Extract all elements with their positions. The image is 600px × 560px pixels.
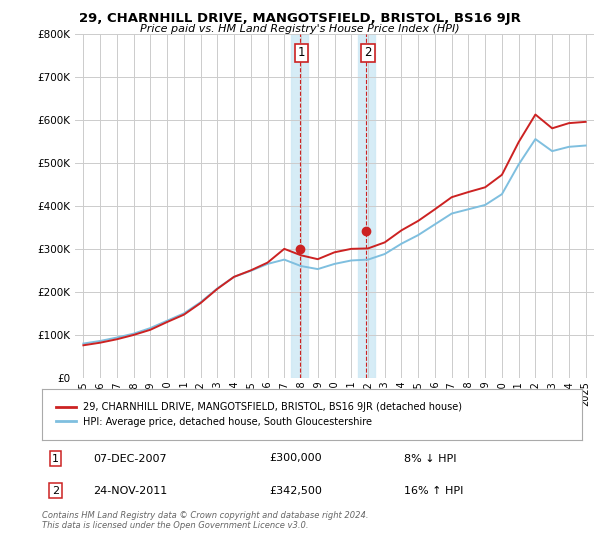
Text: 29, CHARNHILL DRIVE, MANGOTSFIELD, BRISTOL, BS16 9JR: 29, CHARNHILL DRIVE, MANGOTSFIELD, BRIST…: [79, 12, 521, 25]
Text: 24-NOV-2011: 24-NOV-2011: [94, 486, 167, 496]
Text: £300,000: £300,000: [269, 454, 322, 464]
Bar: [358, 34, 374, 378]
Text: 1: 1: [298, 46, 305, 59]
Bar: [291, 34, 308, 378]
Text: 2: 2: [52, 486, 59, 496]
Text: Price paid vs. HM Land Registry's House Price Index (HPI): Price paid vs. HM Land Registry's House …: [140, 24, 460, 34]
Text: 07-DEC-2007: 07-DEC-2007: [94, 454, 167, 464]
Text: 2: 2: [364, 46, 372, 59]
Text: 1: 1: [52, 454, 59, 464]
Text: 16% ↑ HPI: 16% ↑ HPI: [404, 486, 463, 496]
Text: £342,500: £342,500: [269, 486, 322, 496]
Text: Contains HM Land Registry data © Crown copyright and database right 2024.
This d: Contains HM Land Registry data © Crown c…: [42, 511, 368, 530]
Legend: 29, CHARNHILL DRIVE, MANGOTSFIELD, BRISTOL, BS16 9JR (detached house), HPI: Aver: 29, CHARNHILL DRIVE, MANGOTSFIELD, BRIST…: [52, 398, 466, 431]
Text: 8% ↓ HPI: 8% ↓ HPI: [404, 454, 457, 464]
